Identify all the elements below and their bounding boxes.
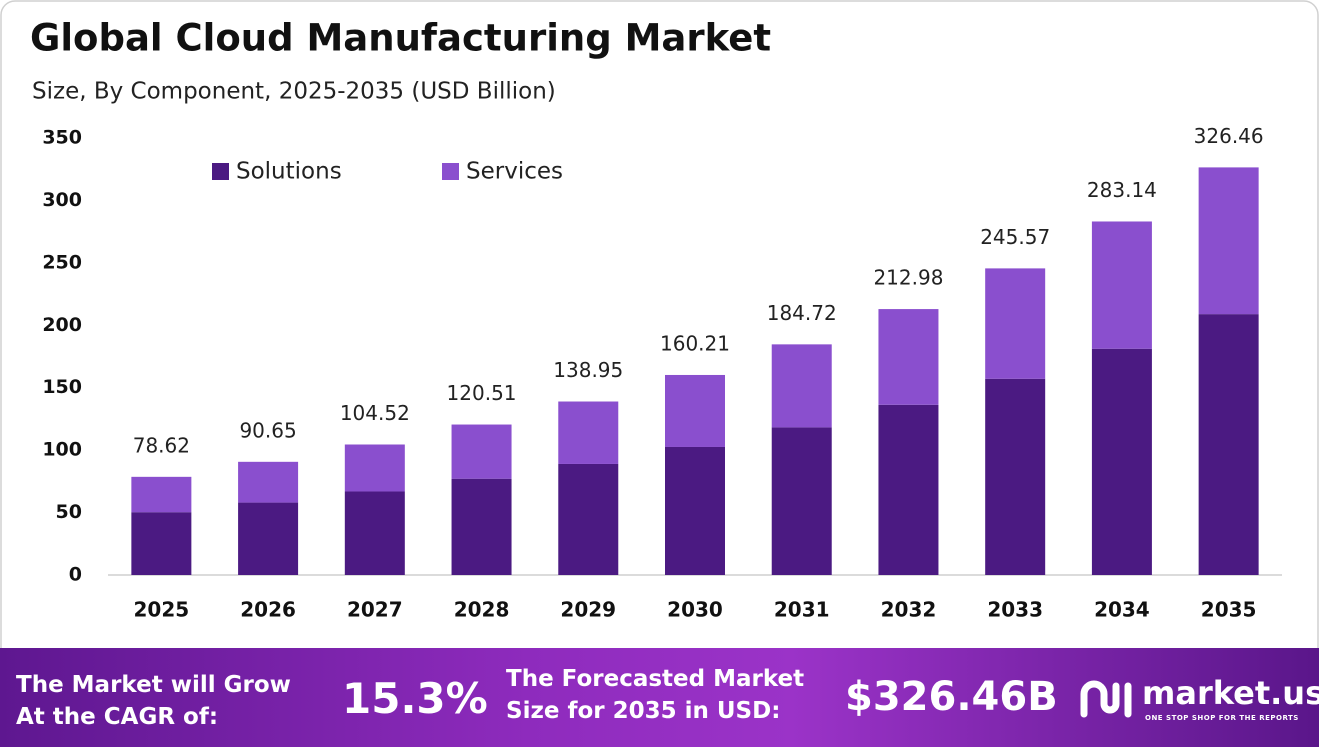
bar-segment [344,444,405,492]
total-label: 184.72 [767,301,837,325]
brand-tagline: ONE STOP SHOP FOR THE REPORTS [1145,714,1299,722]
x-tick-label: 2035 [1201,598,1257,622]
bar-segment [344,491,405,575]
y-tick-label: 100 [42,439,82,461]
x-tick-label: 2032 [881,598,937,622]
total-label: 283.14 [1087,178,1157,202]
footer-banner: The Market will Grow At the CAGR of: 15.… [0,648,1319,747]
chart-subtitle: Size, By Component, 2025-2035 (USD Billi… [32,79,556,105]
brand-logo [1080,680,1132,718]
bar-segment [451,478,512,575]
y-tick-label: 250 [42,251,82,273]
brand-name: market.us [1142,674,1319,712]
cagr-text: The Market will Grow [16,672,291,698]
chart: Global Cloud Manufacturing Market Size, … [0,0,1319,662]
x-tick-label: 2031 [774,598,830,622]
y-tick-label: 150 [42,376,82,398]
forecast-text: The Forecasted Market [506,666,805,692]
bar-segment [771,427,832,575]
bar-segment [238,502,299,575]
bar-segment [131,476,192,513]
x-tick-label: 2027 [347,598,403,622]
bar-segment [1091,348,1152,575]
legend-swatch [442,163,459,180]
bar-segment [1091,221,1152,349]
chart-title: Global Cloud Manufacturing Market [30,17,771,60]
forecast-value: $326.46B [845,674,1058,720]
x-tick-label: 2033 [987,598,1043,622]
bar-segment [238,461,299,503]
total-label: 212.98 [873,266,943,290]
bar-segment [558,463,619,575]
x-tick-label: 2026 [240,598,296,622]
bar-segment [131,512,192,575]
bar-segment [1198,167,1259,315]
total-label: 138.95 [553,358,623,382]
cagr-text: At the CAGR of: [16,704,219,730]
bar-segment [1198,314,1259,575]
y-tick-label: 300 [42,189,82,211]
y-tick-label: 50 [56,501,82,523]
total-label: 104.52 [340,401,410,425]
bar-segment [985,378,1046,575]
y-tick-label: 0 [69,564,82,586]
bar-segment [665,446,725,575]
bar-segment [665,374,725,447]
bar-segment [558,401,619,464]
total-label: 326.46 [1194,124,1264,148]
total-label: 120.51 [447,381,517,405]
total-label: 245.57 [980,225,1050,249]
legend-label: Services [466,159,563,185]
legend-label: Solutions [236,159,342,185]
bar-segment [878,309,939,405]
cagr-value: 15.3% [342,674,488,723]
y-tick-label: 350 [42,127,82,149]
x-tick-label: 2030 [667,598,723,622]
total-label: 78.62 [133,433,190,457]
forecast-text: Size for 2035 in USD: [506,698,781,724]
y-tick-label: 200 [42,314,82,336]
bar-segment [985,268,1046,379]
bar-segment [451,424,512,479]
bar-segment [878,404,939,575]
bar-segment [771,344,832,428]
total-label: 160.21 [660,331,730,355]
x-tick-label: 2029 [560,598,616,622]
x-tick-label: 2034 [1094,598,1150,622]
x-tick-label: 2028 [454,598,510,622]
total-label: 90.65 [239,418,296,442]
x-tick-label: 2025 [134,598,190,622]
legend-swatch [212,163,229,180]
